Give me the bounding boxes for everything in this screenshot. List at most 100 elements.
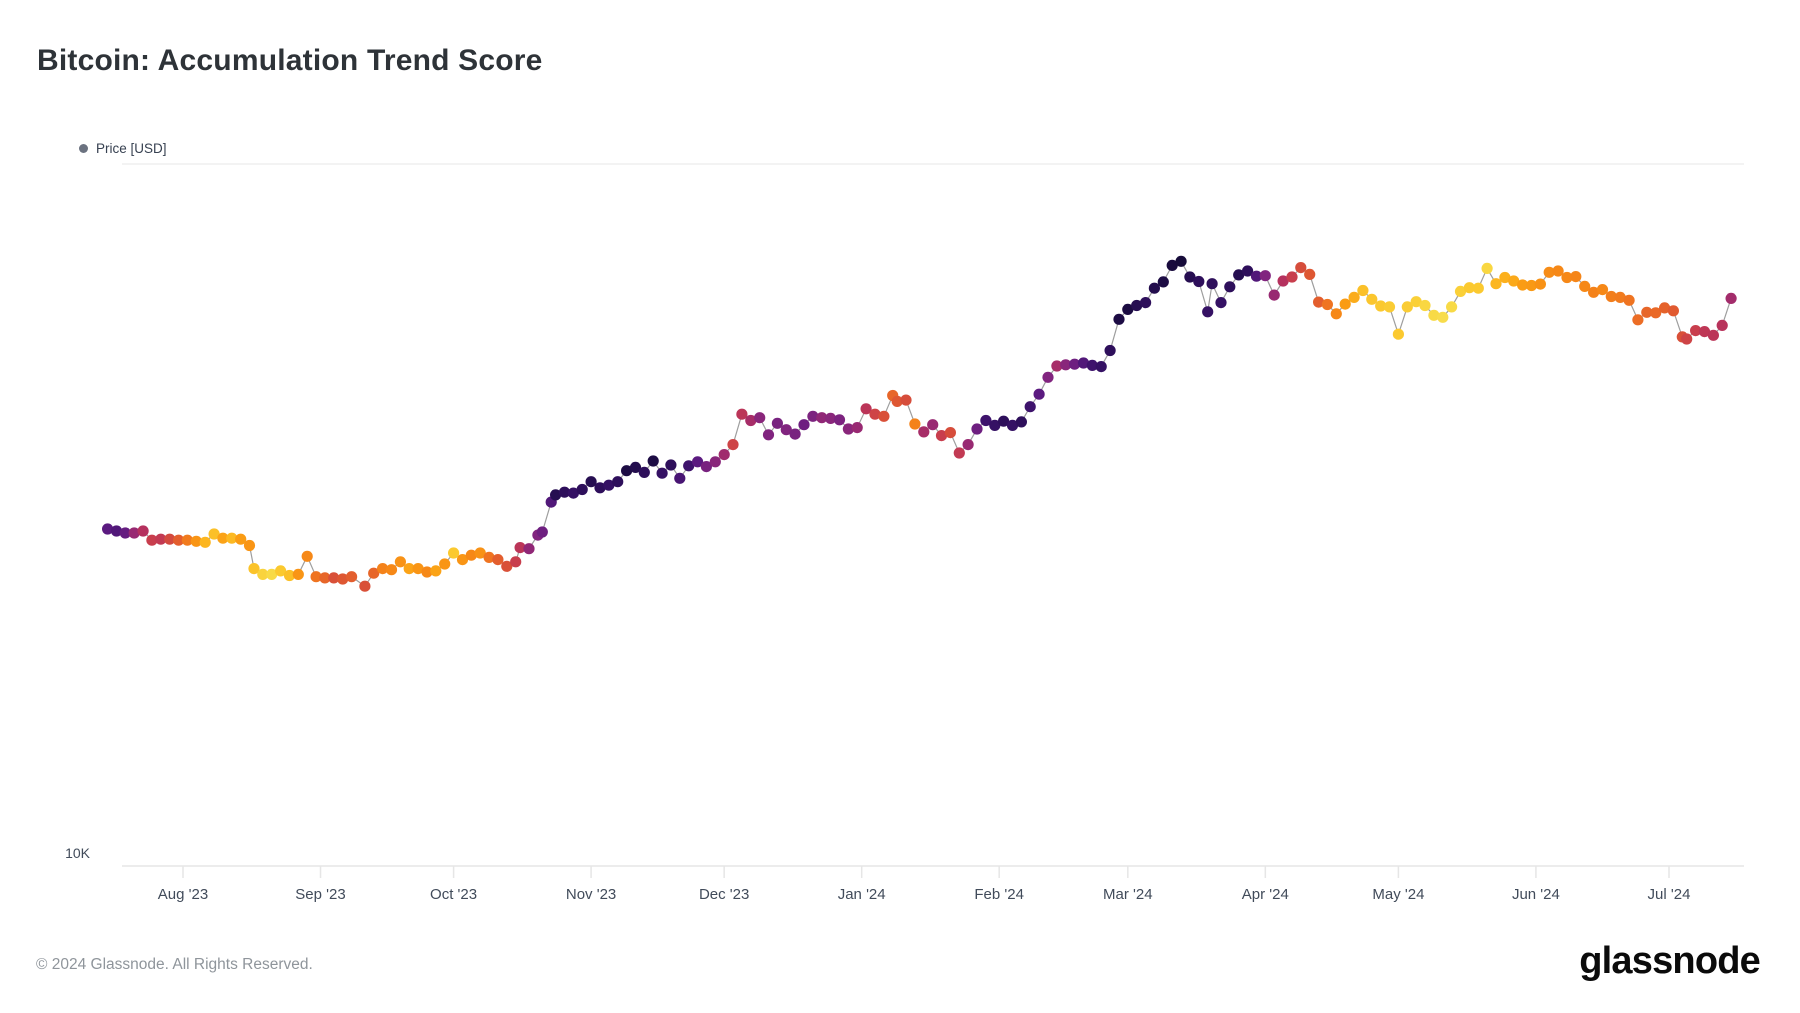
price-point[interactable] bbox=[190, 535, 202, 547]
price-point[interactable] bbox=[483, 551, 495, 564]
price-point[interactable] bbox=[771, 417, 784, 429]
price-point[interactable] bbox=[439, 558, 451, 570]
price-point[interactable] bbox=[155, 533, 167, 545]
price-point[interactable] bbox=[1375, 300, 1387, 312]
price-point[interactable] bbox=[412, 563, 424, 575]
price-point[interactable] bbox=[665, 459, 677, 471]
price-point[interactable] bbox=[1579, 280, 1591, 292]
price-point[interactable] bbox=[1060, 359, 1072, 371]
price-point[interactable] bbox=[621, 465, 633, 477]
price-point[interactable] bbox=[550, 489, 562, 501]
price-point[interactable] bbox=[789, 428, 801, 440]
price-point[interactable] bbox=[1166, 259, 1178, 271]
price-point[interactable] bbox=[448, 547, 460, 559]
price-point[interactable] bbox=[301, 550, 313, 562]
price-point[interactable] bbox=[1348, 291, 1360, 303]
price-point[interactable] bbox=[1206, 278, 1218, 290]
glassnode-logo[interactable]: glassnode bbox=[1579, 940, 1761, 982]
price-point[interactable] bbox=[1042, 371, 1054, 383]
price-point[interactable] bbox=[1446, 301, 1458, 313]
price-point[interactable] bbox=[1534, 278, 1546, 290]
price-point[interactable] bbox=[1508, 275, 1520, 287]
price-point[interactable] bbox=[1454, 285, 1467, 297]
price-point[interactable] bbox=[1184, 271, 1196, 283]
price-point[interactable] bbox=[1104, 344, 1116, 357]
price-point[interactable] bbox=[1015, 416, 1027, 428]
price-point[interactable] bbox=[1659, 302, 1671, 314]
price-point[interactable] bbox=[1233, 269, 1245, 281]
price-point[interactable] bbox=[909, 418, 921, 430]
price-point[interactable] bbox=[217, 532, 229, 544]
price-point[interactable] bbox=[1596, 284, 1609, 296]
price-point[interactable] bbox=[146, 534, 158, 546]
price-point[interactable] bbox=[1690, 325, 1702, 337]
price-point[interactable] bbox=[1069, 358, 1081, 370]
price-point[interactable] bbox=[1157, 276, 1169, 288]
price-point[interactable] bbox=[510, 556, 522, 568]
price-point[interactable] bbox=[1392, 328, 1404, 340]
price-point[interactable] bbox=[346, 571, 358, 583]
price-point[interactable] bbox=[807, 410, 819, 422]
price-point[interactable] bbox=[1024, 401, 1036, 413]
price-point[interactable] bbox=[292, 568, 304, 581]
price-point[interactable] bbox=[501, 560, 513, 572]
price-point[interactable] bbox=[1561, 271, 1573, 284]
price-point[interactable] bbox=[430, 565, 442, 577]
price-point[interactable] bbox=[891, 395, 903, 407]
price-point[interactable] bbox=[523, 543, 535, 555]
price-point[interactable] bbox=[474, 547, 486, 559]
price-point[interactable] bbox=[1006, 419, 1019, 431]
price-point[interactable] bbox=[1641, 306, 1653, 318]
price-point[interactable] bbox=[638, 466, 650, 478]
price-point[interactable] bbox=[745, 414, 757, 427]
price-point[interactable] bbox=[1202, 306, 1214, 318]
price-point[interactable] bbox=[1543, 266, 1555, 278]
price-point[interactable] bbox=[980, 414, 992, 427]
price-point[interactable] bbox=[1224, 281, 1236, 293]
price-point[interactable] bbox=[1499, 271, 1511, 284]
price-point[interactable] bbox=[514, 542, 526, 554]
price-point[interactable] bbox=[119, 527, 131, 539]
price-point[interactable] bbox=[536, 526, 548, 538]
price-point[interactable] bbox=[377, 563, 389, 575]
price-point[interactable] bbox=[275, 565, 287, 577]
price-point[interactable] bbox=[1525, 279, 1538, 292]
price-point[interactable] bbox=[1650, 307, 1662, 319]
price-point[interactable] bbox=[1463, 282, 1475, 294]
price-point[interactable] bbox=[102, 523, 114, 535]
price-point[interactable] bbox=[1707, 329, 1719, 341]
price-point[interactable] bbox=[1131, 299, 1143, 312]
price-point[interactable] bbox=[1095, 361, 1107, 373]
price-point[interactable] bbox=[842, 423, 855, 435]
price-point[interactable] bbox=[736, 408, 748, 420]
price-point[interactable] bbox=[927, 419, 939, 431]
price-point[interactable] bbox=[918, 426, 930, 438]
price-point[interactable] bbox=[709, 456, 721, 468]
price-point[interactable] bbox=[1437, 311, 1449, 323]
price-point[interactable] bbox=[1339, 298, 1351, 310]
price-point[interactable] bbox=[1588, 286, 1600, 298]
legend[interactable]: Price [USD] bbox=[79, 141, 167, 156]
price-point[interactable] bbox=[1481, 262, 1493, 274]
price-point[interactable] bbox=[266, 568, 278, 581]
price-point[interactable] bbox=[368, 567, 380, 579]
price-point[interactable] bbox=[1122, 303, 1134, 315]
price-point[interactable] bbox=[1419, 299, 1431, 312]
price-point[interactable] bbox=[1175, 255, 1187, 267]
price-point[interactable] bbox=[137, 525, 149, 537]
price-point[interactable] bbox=[235, 533, 247, 545]
price-point[interactable] bbox=[1410, 296, 1422, 308]
price-point[interactable] bbox=[1259, 270, 1271, 282]
price-point[interactable] bbox=[944, 427, 957, 439]
price-point[interactable] bbox=[492, 554, 504, 566]
price-point[interactable] bbox=[1286, 271, 1298, 283]
price-point[interactable] bbox=[860, 403, 872, 415]
price-point[interactable] bbox=[1033, 388, 1045, 400]
price-point[interactable] bbox=[1490, 278, 1502, 290]
price-point[interactable] bbox=[1517, 279, 1529, 291]
price-point[interactable] bbox=[164, 533, 176, 545]
price-point[interactable] bbox=[780, 424, 792, 436]
price-point[interactable] bbox=[248, 563, 260, 575]
price-point[interactable] bbox=[1242, 265, 1254, 277]
price-point[interactable] bbox=[394, 556, 406, 568]
